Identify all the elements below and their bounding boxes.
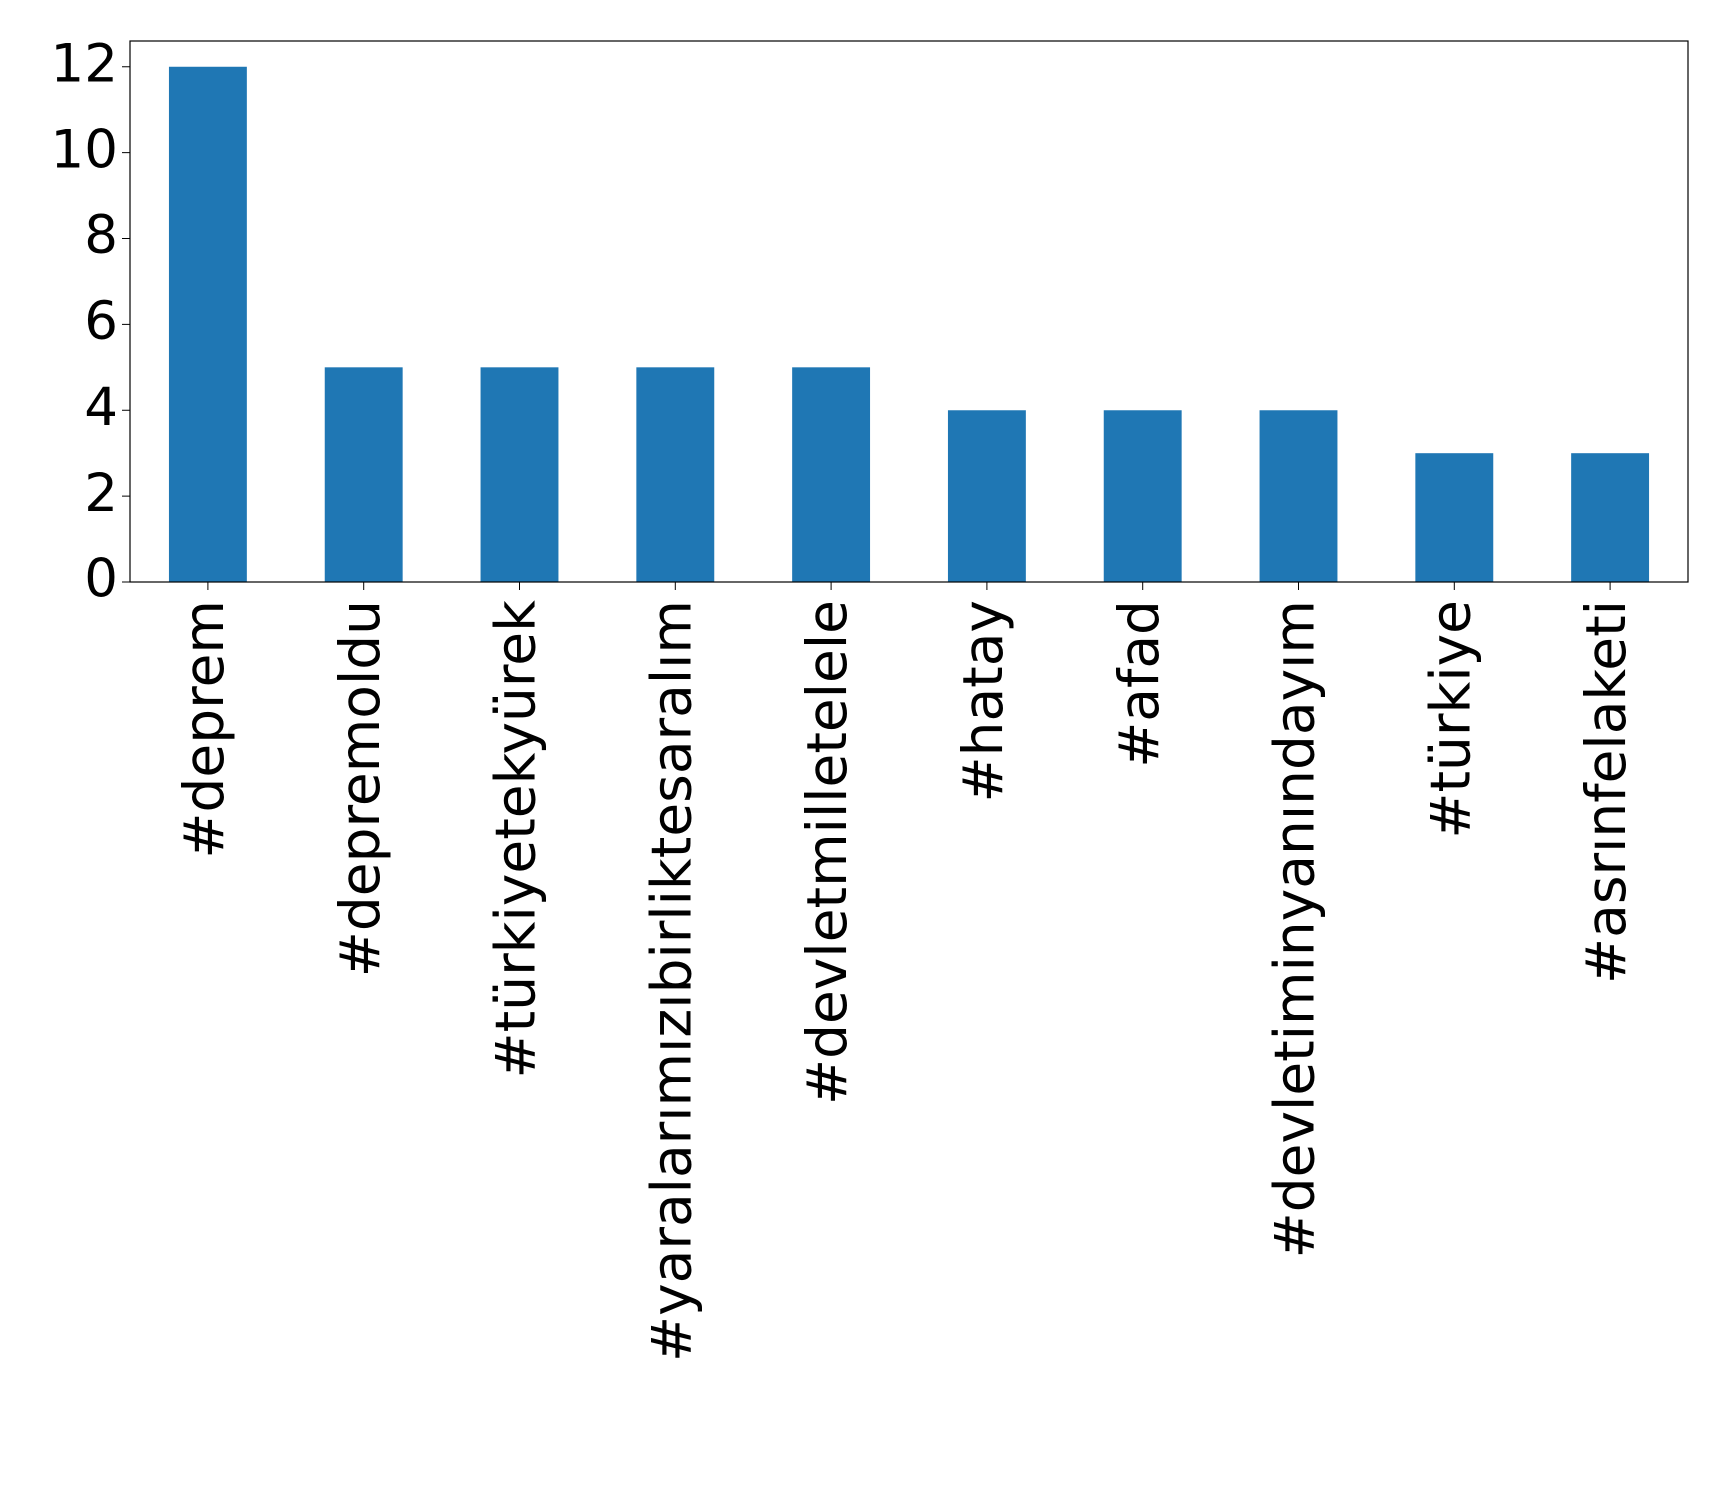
bar (1571, 453, 1650, 582)
y-tick-label: 12 (51, 33, 118, 94)
bar (1259, 410, 1338, 582)
bar (636, 367, 715, 582)
x-tick-label: #türkiye (1418, 600, 1482, 839)
y-tick-label: 0 (84, 549, 118, 610)
x-tick-label: #hatay (951, 600, 1015, 802)
bar (792, 367, 871, 582)
plot-frame (129, 40, 1689, 583)
bar (324, 367, 403, 582)
y-tick-label: 6 (84, 291, 118, 352)
x-tick-label: #asrınfelaketi (1574, 600, 1638, 984)
bar (1415, 453, 1494, 582)
x-tick-label: #afad (1107, 600, 1171, 768)
x-tick-label: #devletiminyanındayım (1263, 600, 1327, 1258)
bar (168, 66, 247, 582)
bar (1103, 410, 1182, 582)
bar (480, 367, 559, 582)
bar (947, 410, 1026, 582)
x-tick-label: #depremoldu (328, 600, 392, 977)
x-tick-label: #yaralarımızıbirliktesaralım (639, 600, 703, 1362)
x-tick-label: #deprem (172, 600, 236, 859)
y-tick-label: 8 (84, 205, 118, 266)
y-tick-label: 2 (84, 463, 118, 524)
y-tick-label: 4 (84, 377, 118, 438)
x-tick-label: #türkiyetekyürek (484, 600, 548, 1079)
y-tick-label: 10 (51, 119, 118, 180)
x-tick-label: #devletmilletelele (795, 600, 859, 1105)
